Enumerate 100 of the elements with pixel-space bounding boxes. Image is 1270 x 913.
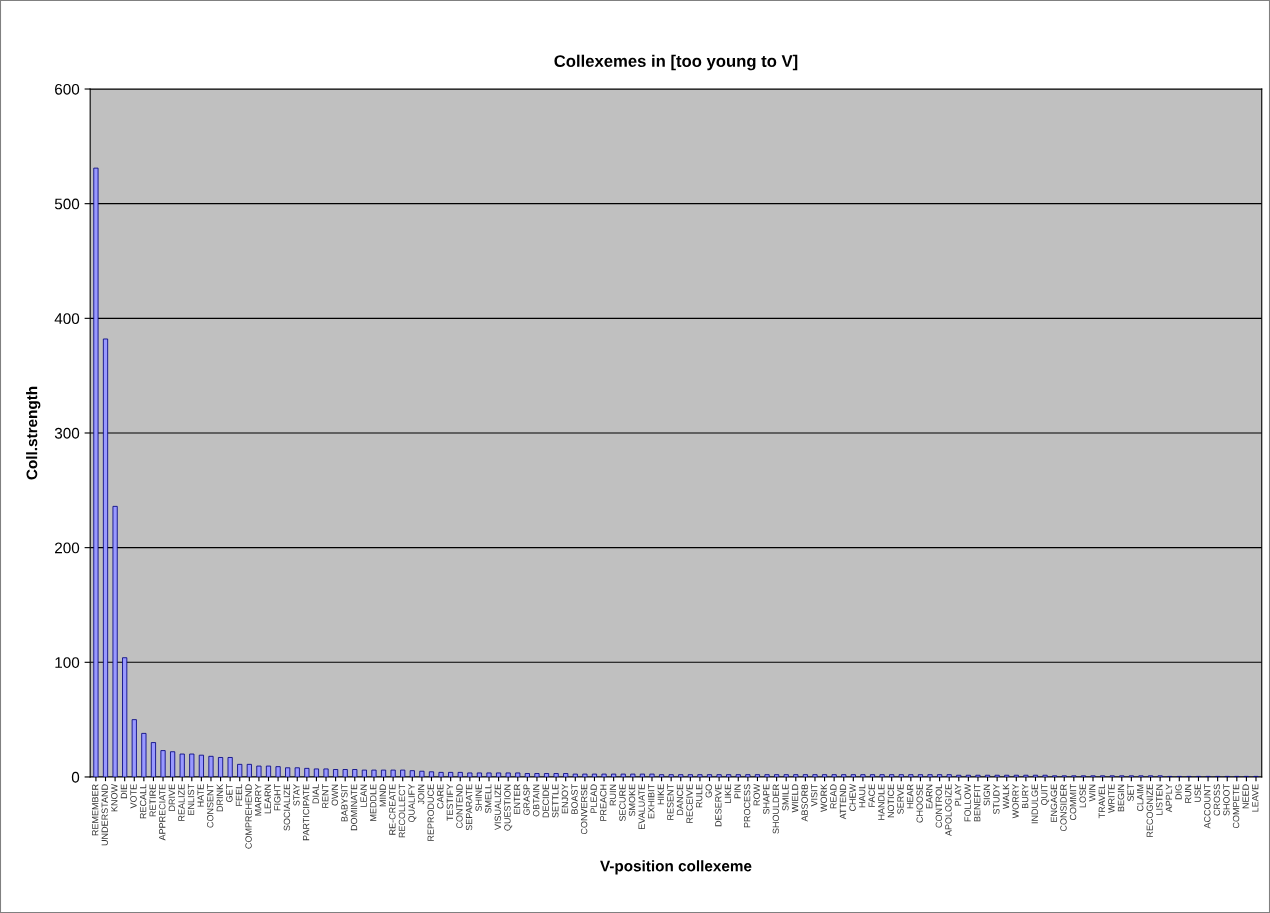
x-tick-label: CONSENT (207, 784, 214, 828)
x-tick-label: HEAR (906, 784, 914, 809)
y-tick-label: 300 (54, 427, 80, 439)
x-tick-label: LOSE (1079, 784, 1086, 808)
bar (400, 769, 406, 777)
x-tick-label: GRASP (523, 784, 530, 816)
x-tick-label: CARE (437, 784, 444, 809)
bar (467, 772, 473, 777)
x-tick-label: STAY (293, 784, 300, 806)
x-tick-label: ACCOUNT (1204, 784, 1211, 829)
bar (237, 763, 243, 777)
x-tick-label: VISUALIZE (494, 784, 502, 831)
bar (457, 771, 463, 777)
x-tick-label: DECIDE (542, 784, 549, 818)
x-tick-label: WIELD (791, 784, 799, 813)
x-tick-label: SECURE (619, 784, 626, 822)
bar (697, 774, 703, 777)
bar (486, 772, 492, 777)
bar (917, 774, 924, 777)
x-tick-label: RESENT (667, 784, 674, 820)
bar (131, 719, 137, 777)
x-tick-label: EXHIBIT (648, 784, 655, 819)
x-tick-label: FOLLOW (964, 783, 971, 822)
x-tick-label: REPRODUCE (427, 784, 434, 841)
bar (122, 657, 128, 777)
bar (764, 774, 770, 777)
x-tick-label: REMEMBER (92, 784, 99, 836)
bar (841, 774, 847, 777)
x-tick-label: UNDERSTAND (101, 784, 108, 846)
x-tick-label: DRIVE (168, 784, 175, 811)
bar (323, 768, 329, 777)
bar (505, 772, 511, 777)
x-tick-label: HATE (197, 784, 204, 807)
bar (937, 774, 943, 777)
x-tick-label: MARRY (255, 784, 262, 816)
x-tick-label: SHOOT (1223, 784, 1230, 816)
x-axis-title: V-position collexeme (600, 860, 752, 875)
bar (821, 774, 828, 777)
x-tick-label: BENEFIT (974, 784, 981, 822)
bar (543, 773, 550, 777)
x-tick-label: CLAIM (1136, 784, 1144, 812)
y-tick-label: 500 (54, 198, 80, 210)
x-tick-label: PREACH (600, 784, 607, 821)
bar (582, 773, 588, 777)
x-tick-label: LEAVE (1252, 784, 1259, 812)
x-tick-label: OBTAIN (532, 784, 540, 817)
x-tick-label: ROW (753, 783, 760, 806)
x-tick-label: PLEAD (590, 784, 597, 813)
bar (860, 774, 866, 777)
bar (476, 772, 482, 777)
bar (227, 757, 233, 777)
x-tick-label: SETTLE (552, 784, 559, 818)
x-tick-label: KNOW (111, 783, 118, 812)
x-tick-label: CONTEND (456, 784, 463, 829)
x-tick-label: CHEW (849, 783, 856, 812)
x-tick-label: LEAN (360, 784, 367, 807)
bar (802, 774, 808, 777)
x-tick-label: LISTEN (1156, 784, 1163, 815)
x-tick-label: WRITE (1108, 784, 1115, 813)
x-tick-label: COMMIT (1069, 784, 1077, 821)
x-tick-label: RENT (322, 784, 329, 808)
bar (745, 774, 751, 777)
x-tick-label: TRAVEL (1098, 784, 1105, 819)
bar (601, 773, 607, 777)
bar (831, 774, 837, 777)
bar (630, 773, 636, 777)
x-tick-label: CHOOSE (916, 784, 923, 823)
x-tick-label: EVALUATE (638, 784, 645, 829)
bar (774, 774, 780, 777)
bar (515, 772, 521, 777)
chart-title: Collexemes in [too young to V] (554, 54, 798, 71)
x-tick-label: RULE (696, 784, 703, 808)
x-tick-label: SHINE (475, 784, 482, 812)
x-tick-label: FACE (868, 784, 875, 807)
x-tick-label: FIGHT (274, 784, 281, 811)
y-tick-label: 100 (55, 657, 80, 668)
x-tick-label: TESTIFY (446, 784, 454, 821)
bar (946, 774, 952, 777)
x-tick-label: ENLIST (187, 784, 195, 815)
bar (275, 766, 281, 777)
x-tick-label: SERVE (897, 784, 904, 814)
x-tick-label: VOTE (130, 784, 137, 809)
bar (102, 338, 109, 777)
x-tick-label: DRINK (216, 784, 223, 812)
x-tick-label: PROCESS (743, 784, 751, 828)
bar (534, 773, 540, 777)
x-tick-label: DESERVE (715, 784, 722, 827)
bar (361, 769, 367, 777)
bar (112, 505, 118, 777)
x-tick-label: QUIT (1041, 784, 1050, 806)
bar (553, 773, 559, 777)
bar (380, 769, 387, 777)
x-tick-label: COMPETE (1232, 784, 1240, 829)
x-tick-label: WORK (820, 784, 827, 812)
bar (256, 765, 262, 777)
x-tick-label: APPLY (1165, 784, 1173, 813)
bar (611, 773, 617, 777)
x-tick-label: WORRY (1012, 784, 1019, 819)
x-tick-label: SET (1127, 784, 1134, 802)
bar (524, 773, 530, 777)
